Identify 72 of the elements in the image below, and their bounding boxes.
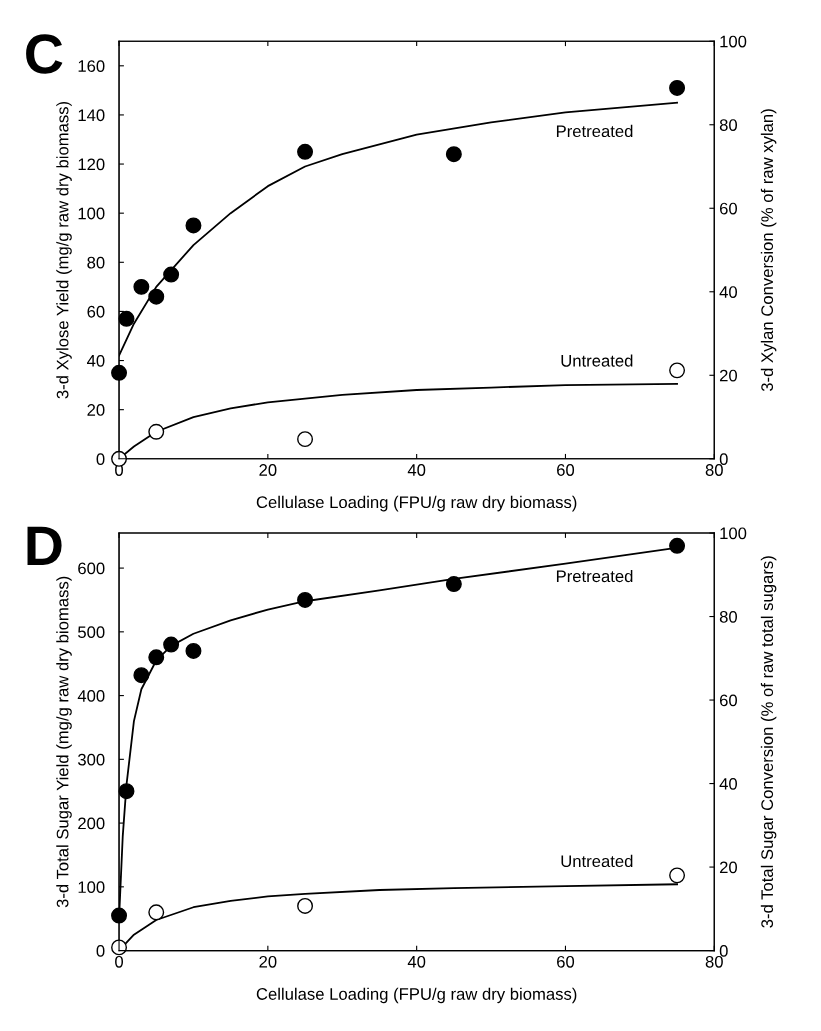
y2-tick-label: 0 bbox=[719, 944, 728, 957]
point bbox=[133, 667, 150, 684]
y-tick-label: 40 bbox=[87, 354, 105, 367]
y-tick-label: 0 bbox=[96, 453, 105, 465]
series-label: Pretreated bbox=[556, 124, 633, 138]
y-tick-label: 300 bbox=[77, 753, 105, 766]
series-label: Untreated bbox=[561, 354, 633, 367]
y2-tick-label: 100 bbox=[720, 35, 747, 48]
y-axis-title: 3-d Xylose Yield (mg/g raw dry biomass) bbox=[56, 101, 72, 399]
point bbox=[118, 310, 135, 327]
y2-tick-label: 0 bbox=[719, 453, 728, 465]
y-tick-label: 200 bbox=[78, 817, 105, 830]
y2-tick-label: 40 bbox=[719, 777, 738, 790]
y2-tick-label: 40 bbox=[719, 286, 738, 298]
y2-tick-label: 100 bbox=[720, 527, 747, 540]
y-tick-label: 60 bbox=[87, 305, 105, 318]
point bbox=[133, 278, 150, 295]
x-tick-label: 40 bbox=[407, 955, 426, 968]
point bbox=[445, 576, 462, 593]
point bbox=[297, 431, 314, 448]
y2-axis-title: 3-d Xylan Conversion (% of raw xylan) bbox=[760, 109, 777, 392]
y-tick-label: 400 bbox=[77, 689, 105, 702]
point bbox=[163, 636, 180, 653]
y-tick-label: 80 bbox=[87, 256, 105, 269]
point bbox=[148, 423, 165, 440]
point bbox=[669, 867, 686, 884]
x-tick-label: 0 bbox=[115, 955, 124, 968]
y2-tick-label: 20 bbox=[719, 861, 738, 874]
y2-tick-label: 60 bbox=[719, 694, 738, 707]
text: C bbox=[26, 34, 63, 74]
point bbox=[111, 450, 128, 467]
point bbox=[148, 649, 165, 666]
x-tick-label: 80 bbox=[705, 464, 723, 476]
series-label: Untreated bbox=[561, 854, 633, 868]
text: D bbox=[27, 526, 62, 565]
point bbox=[669, 79, 686, 96]
point bbox=[297, 591, 314, 608]
y2-tick-label: 80 bbox=[719, 610, 738, 623]
point bbox=[445, 146, 462, 163]
point bbox=[148, 288, 165, 305]
point bbox=[669, 362, 686, 379]
y-tick-label: 120 bbox=[78, 158, 105, 171]
y2-tick-label: 80 bbox=[719, 119, 738, 131]
y-tick-label: 100 bbox=[78, 207, 105, 220]
y-tick-label: 20 bbox=[87, 404, 105, 416]
y-tick-label: 500 bbox=[78, 626, 105, 639]
point bbox=[297, 897, 314, 914]
series-label: Pretreated bbox=[556, 569, 633, 583]
y-axis-title: 3-d Total Sugar Yield (mg/g raw dry biomass) bbox=[56, 576, 72, 908]
point bbox=[118, 783, 135, 800]
x-tick-label: 40 bbox=[407, 464, 426, 476]
y-tick-label: 0 bbox=[96, 944, 105, 957]
y2-tick-label: 20 bbox=[719, 369, 738, 382]
x-tick-label: 80 bbox=[705, 955, 723, 968]
y-tick-label: 600 bbox=[78, 562, 105, 575]
point bbox=[297, 143, 314, 160]
x-tick-label: 60 bbox=[557, 464, 575, 476]
point bbox=[163, 266, 180, 283]
y2-axis-title: 3-d Total Sugar Conversion (% of raw total sugars) bbox=[760, 556, 777, 928]
y-tick-label: 100 bbox=[78, 881, 105, 894]
point bbox=[185, 217, 202, 234]
point bbox=[185, 642, 202, 659]
x-axis-title: Cellulase Loading (FPU/g raw dry biomass) bbox=[256, 987, 577, 1004]
point bbox=[669, 537, 686, 554]
x-tick-label: 20 bbox=[259, 955, 277, 968]
y2-tick-label: 60 bbox=[719, 202, 738, 215]
x-axis-title: Cellulase Loading (FPU/g raw dry biomass) bbox=[256, 495, 577, 512]
y-tick-label: 140 bbox=[78, 109, 105, 122]
x-tick-label: 60 bbox=[557, 955, 575, 968]
y-tick-label: 160 bbox=[78, 60, 105, 73]
x-tick-label: 20 bbox=[259, 464, 277, 476]
point bbox=[148, 904, 165, 921]
